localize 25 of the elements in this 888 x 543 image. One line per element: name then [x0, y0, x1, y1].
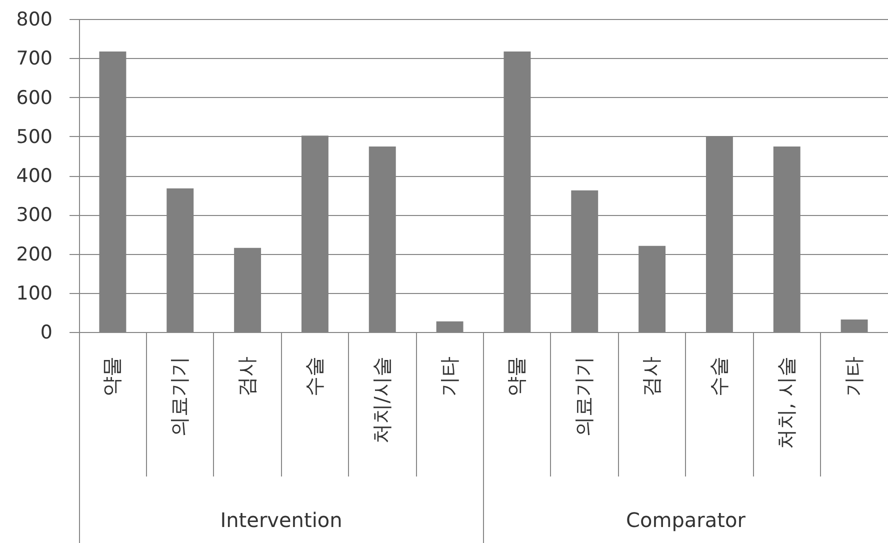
x-tick-label: 검사	[234, 356, 259, 396]
x-tick-label: 기타	[436, 356, 461, 396]
text: Intervention	[220, 508, 342, 532]
y-tick-label: 800	[16, 8, 52, 30]
text: Comparator	[626, 508, 746, 532]
y-tick-label: 700	[16, 48, 52, 70]
x-tick-label: 약물	[100, 356, 124, 396]
y-tick-label: 300	[16, 204, 52, 226]
x-tick-label: 약물	[504, 356, 528, 396]
x-tick-label: 의료기기	[572, 356, 596, 436]
x-tick-label: 검사	[639, 356, 664, 396]
y-tick-label: 400	[16, 165, 52, 187]
x-tick-label: 처치, 시술	[774, 356, 798, 450]
x-tick-label: 의료기기	[167, 356, 192, 436]
bar	[436, 321, 464, 332]
x-tick-label: 기타	[841, 356, 866, 396]
y-tick-label: 600	[16, 86, 52, 109]
y-tick-label: 0	[40, 322, 52, 344]
x-tick-label: 수술	[706, 356, 730, 396]
x-tick-label: 처치/시술	[369, 356, 394, 444]
y-tick-label: 100	[16, 282, 52, 304]
x-tick-label: 수술	[302, 356, 326, 396]
y-tick-label: 200	[16, 243, 52, 266]
y-tick-label: 500	[16, 126, 52, 148]
bar	[840, 319, 868, 332]
